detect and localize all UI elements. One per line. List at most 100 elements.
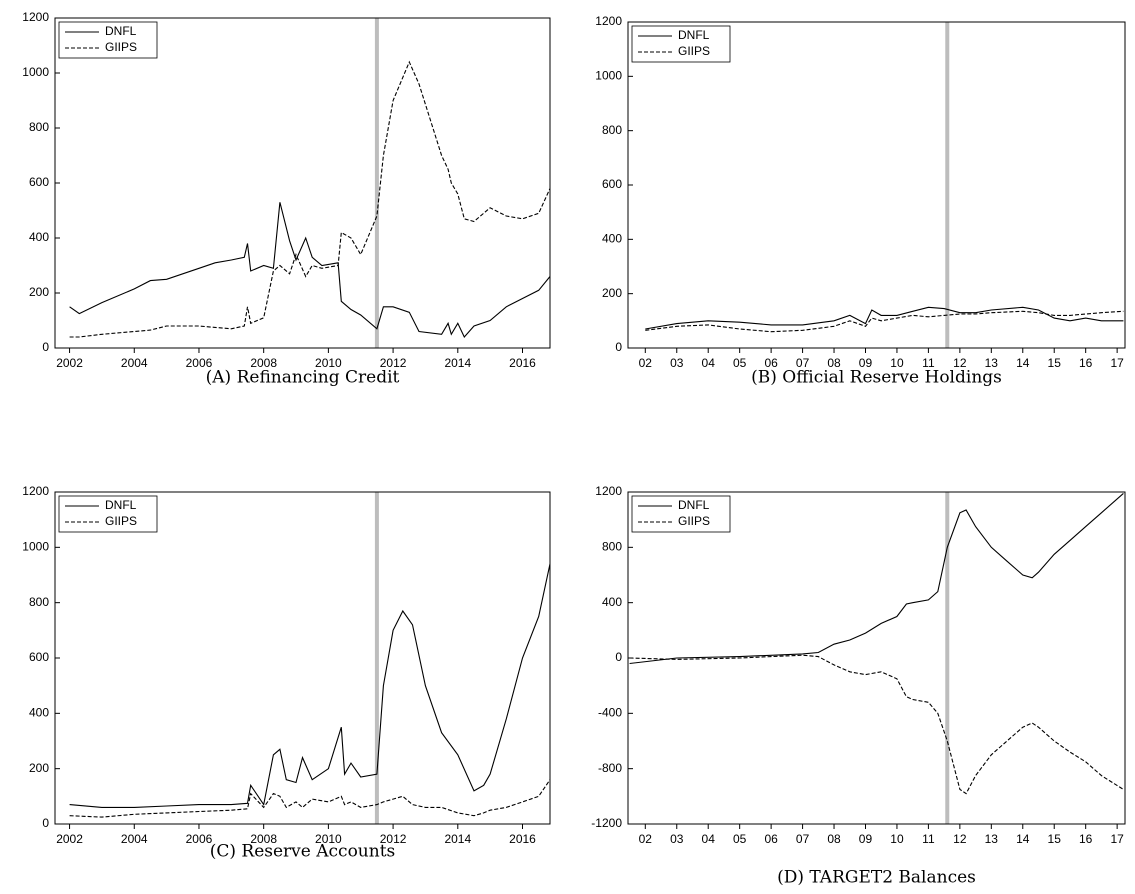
x-tick-label: 13 — [985, 832, 999, 846]
y-tick-label: 800 — [29, 595, 49, 609]
plot-frame — [54, 491, 551, 825]
y-tick-label: 200 — [29, 285, 49, 299]
panel: 0 200 400 600 800 1000 1200 02 03 04 05 06 07 08 09 10 1… — [595, 14, 1126, 388]
y-tick-label: 600 — [602, 177, 622, 191]
y-tick-label: 800 — [602, 540, 622, 554]
y-tick-label: 400 — [29, 706, 49, 720]
series-line — [645, 310, 1124, 333]
y-tick-label: 600 — [29, 175, 49, 189]
y-tick-label: 1000 — [595, 69, 622, 83]
x-tick-label: 06 — [764, 356, 778, 370]
x-tick-label: 17 — [1110, 356, 1124, 370]
series-line — [69, 202, 551, 338]
x-tick-label: 03 — [670, 832, 684, 846]
x-tick-label: 2006 — [186, 356, 213, 370]
y-tick-label: 1200 — [22, 484, 49, 498]
x-tick-label: 2012 — [380, 832, 407, 846]
y-tick-label: 800 — [29, 120, 49, 134]
x-tick-label: 16 — [1079, 356, 1093, 370]
y-tick-label: 400 — [602, 595, 622, 609]
y-tick-label: 200 — [29, 761, 49, 775]
legend-label: GIIPS — [678, 44, 710, 58]
y-tick-label: 800 — [602, 123, 622, 137]
chart-caption: (C) Reserve Accounts — [210, 842, 396, 862]
x-tick-label: 2004 — [121, 832, 148, 846]
series-line — [645, 306, 1124, 330]
x-tick-label: 08 — [827, 356, 841, 370]
x-tick-label: 2004 — [121, 356, 148, 370]
x-tick-label: 07 — [796, 832, 810, 846]
series-line — [69, 60, 551, 338]
x-tick-label: 03 — [670, 356, 684, 370]
x-tick-label: 15 — [1048, 356, 1062, 370]
x-tick-label: 2014 — [444, 356, 471, 370]
plot-frame — [627, 491, 1126, 825]
plot-frame — [54, 17, 551, 349]
x-tick-label: 14 — [1016, 832, 1030, 846]
legend-label: DNFL — [105, 498, 137, 512]
legend-label: GIIPS — [105, 514, 137, 528]
legend-box — [58, 21, 158, 59]
series-line — [69, 779, 551, 818]
y-tick-label: 400 — [602, 232, 622, 246]
x-tick-label: 2014 — [444, 832, 471, 846]
y-tick-label: 1000 — [22, 540, 49, 554]
legend-label: DNFL — [105, 24, 137, 38]
legend-label: GIIPS — [678, 514, 710, 528]
series-line — [69, 563, 551, 808]
x-tick-label: 2002 — [56, 832, 83, 846]
x-tick-label: 02 — [639, 356, 653, 370]
y-tick-label: 1200 — [22, 10, 49, 24]
chart-caption: (B) Official Reserve Holdings — [751, 368, 1002, 388]
x-tick-label: 2016 — [509, 356, 536, 370]
x-tick-label: 08 — [827, 832, 841, 846]
y-tick-label: -800 — [598, 761, 622, 775]
x-tick-label: 13 — [985, 356, 999, 370]
y-tick-label: 0 — [615, 650, 622, 664]
x-tick-label: 09 — [859, 832, 873, 846]
y-tick-label: 1200 — [595, 14, 622, 28]
x-tick-label: 09 — [859, 356, 873, 370]
x-tick-label: 2010 — [315, 356, 342, 370]
chart-caption: (A) Refinancing Credit — [206, 368, 400, 388]
plot-frame — [627, 21, 1126, 349]
panel: -1200 -800 -400 0 400 800 1200 02 03 04 05 06 07 08 09… — [591, 484, 1126, 888]
legend-box — [631, 495, 731, 533]
x-tick-label: 15 — [1048, 832, 1062, 846]
x-tick-label: 17 — [1110, 832, 1124, 846]
panel: 0 200 400 600 800 1000 1200 2002 2004 2006 2008 201… — [22, 484, 551, 862]
y-tick-label: 1000 — [22, 65, 49, 79]
y-tick-label: 200 — [602, 286, 622, 300]
x-tick-label: 2008 — [250, 832, 277, 846]
y-tick-label: -1200 — [591, 816, 622, 830]
legend-box — [58, 495, 158, 533]
x-tick-label: 16 — [1079, 832, 1093, 846]
legend-label: DNFL — [678, 498, 710, 512]
y-tick-label: 0 — [615, 340, 622, 354]
x-tick-label: 10 — [890, 356, 904, 370]
x-tick-label: 10 — [890, 832, 904, 846]
legend-box — [631, 25, 731, 63]
y-tick-label: 0 — [42, 340, 49, 354]
panel: 0 200 400 600 800 1000 1200 2002 2004 2006 2008 201… — [22, 10, 551, 388]
chart-caption: (D) TARGET2 Balances — [777, 868, 976, 888]
x-tick-label: 06 — [764, 832, 778, 846]
series-line — [629, 492, 1124, 665]
x-tick-label: 04 — [702, 356, 716, 370]
x-tick-label: 11 — [922, 832, 935, 846]
x-tick-label: 14 — [1016, 356, 1030, 370]
x-tick-label: 2008 — [250, 356, 277, 370]
x-tick-label: 04 — [702, 832, 716, 846]
legend-label: DNFL — [678, 28, 710, 42]
x-tick-label: 2006 — [186, 832, 213, 846]
x-tick-label: 2010 — [315, 832, 342, 846]
y-tick-label: -400 — [598, 706, 622, 720]
x-tick-label: 05 — [733, 356, 747, 370]
x-tick-label: 2002 — [56, 356, 83, 370]
x-tick-label: 05 — [733, 832, 747, 846]
y-tick-label: 600 — [29, 650, 49, 664]
legend-label: GIIPS — [105, 40, 137, 54]
x-tick-label: 2012 — [380, 356, 407, 370]
y-tick-label: 1200 — [595, 484, 622, 498]
